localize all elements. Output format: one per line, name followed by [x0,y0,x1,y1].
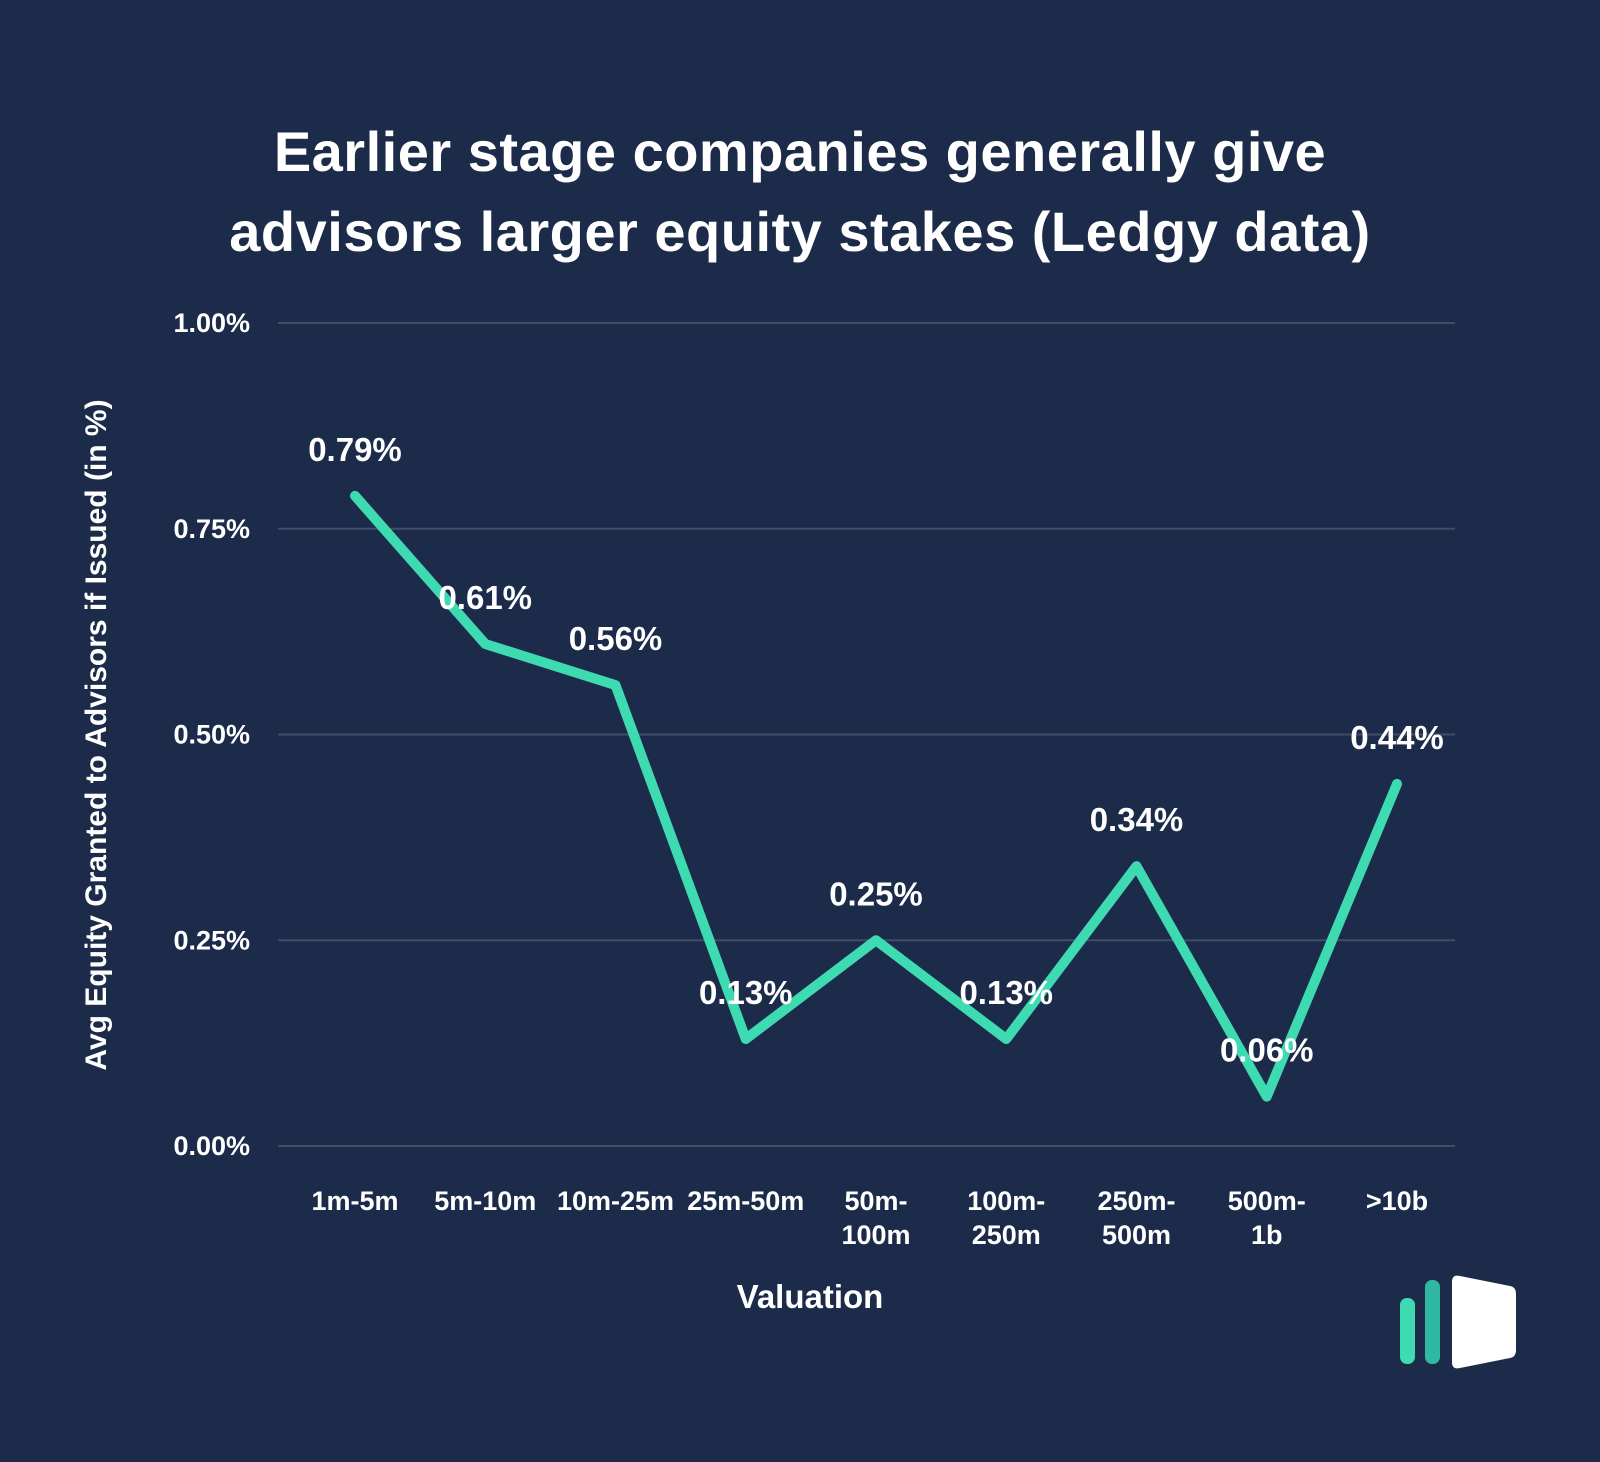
x-tick-label: >10b [1366,1186,1428,1216]
logo-bar-tall [1425,1280,1440,1364]
point-value-label: 0.13% [959,974,1053,1011]
point-value-label: 0.25% [829,875,923,912]
y-tick-label: 0.25% [173,925,250,955]
chart-line [350,490,1402,1102]
y-tick-label: 0.00% [173,1131,250,1161]
ledgy-logo [1400,1275,1516,1369]
x-axis-label: Valuation [736,1278,884,1315]
chart-title-line1: Earlier stage companies generally give [273,120,1327,183]
logo-book [1452,1275,1516,1369]
y-tick-label: 1.00% [173,308,250,338]
y-tick-label: 0.50% [173,720,250,750]
x-tick-label: 250m-500m [1097,1186,1175,1250]
x-tick-label: 25m-50m [687,1186,804,1216]
point-value-label: 0.61% [438,579,532,616]
y-tick-label: 0.75% [173,514,250,544]
point-value-label: 0.13% [699,974,793,1011]
chart-title-line2: advisors larger equity stakes (Ledgy dat… [229,199,1371,263]
x-tick-label: 1m-5m [311,1186,398,1216]
point-value-label: 0.56% [569,620,663,657]
x-tick-label: 50m-100m [841,1186,910,1250]
logo-bar-short [1400,1298,1415,1364]
x-tick-label: 500m-1b [1228,1186,1306,1250]
x-tick-label: 5m-10m [434,1186,536,1216]
chart-title: Earlier stage companies generally give a… [0,112,1600,271]
point-value-label: 0.79% [308,431,402,468]
point-value-label: 0.44% [1350,719,1444,756]
x-tick-label: 100m-250m [967,1186,1045,1250]
x-tick-label: 10m-25m [557,1186,674,1216]
point-value-label: 0.34% [1090,801,1184,838]
point-value-label: 0.06% [1220,1032,1314,1069]
